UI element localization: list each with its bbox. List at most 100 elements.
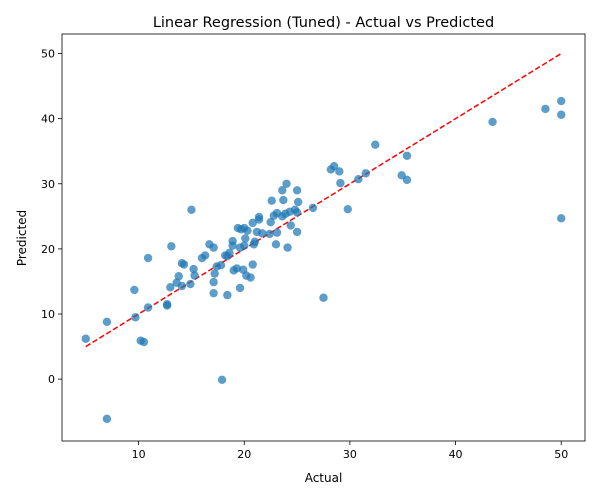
- data-point: [102, 414, 112, 424]
- data-point: [278, 186, 287, 195]
- data-point: [139, 337, 149, 347]
- data-point: [283, 243, 292, 252]
- data-point: [371, 140, 380, 149]
- y-tick: 20: [41, 243, 62, 256]
- data-point: [209, 243, 218, 252]
- y-tick-label: 50: [41, 48, 55, 61]
- data-point: [282, 179, 291, 188]
- data-point: [557, 110, 566, 119]
- data-point: [174, 272, 183, 281]
- data-point: [162, 301, 172, 310]
- data-point: [293, 197, 303, 207]
- chart-title: Linear Regression (Tuned) - Actual vs Pr…: [153, 15, 494, 31]
- data-point: [167, 242, 176, 251]
- x-tick-label: 30: [343, 448, 357, 461]
- data-point: [225, 248, 234, 258]
- data-point: [343, 204, 353, 214]
- data-point: [186, 279, 195, 289]
- data-point: [557, 214, 566, 223]
- data-point: [402, 175, 412, 185]
- data-point: [143, 303, 153, 312]
- y-tick-label: 40: [41, 113, 55, 126]
- data-point: [319, 293, 328, 302]
- data-point: [267, 196, 276, 205]
- data-point: [286, 221, 295, 230]
- data-point: [292, 227, 302, 237]
- data-point: [235, 283, 245, 293]
- data-point: [557, 96, 566, 106]
- data-point: [335, 167, 344, 176]
- y-tick-label: 30: [41, 178, 55, 191]
- data-point: [329, 161, 339, 171]
- axis-ticks: 10 20 30 40 50 0 10 20 30 40 50: [41, 48, 568, 461]
- data-point: [266, 217, 275, 227]
- data-point: [248, 260, 257, 269]
- y-tick-label: 10: [41, 308, 55, 321]
- y-tick: 40: [41, 113, 62, 126]
- data-point: [232, 264, 242, 273]
- data-point: [216, 260, 226, 270]
- x-tick: 20: [237, 441, 251, 461]
- data-point: [308, 203, 318, 213]
- x-tick: 30: [343, 441, 357, 461]
- data-point: [336, 178, 345, 188]
- data-point: [179, 260, 189, 269]
- data-point: [210, 269, 219, 278]
- data-point: [265, 229, 274, 239]
- data-point: [223, 290, 232, 300]
- data-point: [248, 218, 257, 228]
- x-tick-label: 50: [554, 448, 568, 461]
- data-point: [243, 226, 252, 235]
- data-point: [240, 241, 249, 250]
- y-tick: 30: [41, 178, 62, 191]
- y-tick: 50: [41, 48, 62, 61]
- x-tick: 10: [132, 441, 146, 461]
- data-point: [143, 253, 153, 263]
- data-point: [258, 229, 267, 238]
- data-point: [488, 117, 497, 127]
- data-point: [189, 264, 198, 274]
- y-tick-label: 20: [41, 243, 55, 256]
- data-point: [200, 251, 210, 260]
- x-tick-label: 20: [237, 448, 251, 461]
- data-point: [354, 175, 363, 184]
- data-point: [541, 104, 550, 114]
- data-point: [271, 240, 281, 249]
- y-tick: 0: [48, 373, 62, 386]
- data-point: [209, 288, 218, 298]
- data-point: [292, 208, 302, 217]
- data-point: [131, 313, 140, 322]
- x-tick-label: 10: [132, 448, 146, 461]
- data-point: [81, 334, 90, 343]
- scatter-points: [81, 96, 566, 424]
- data-point: [272, 228, 282, 237]
- y-tick-label: 0: [48, 373, 55, 386]
- data-point: [402, 151, 412, 160]
- data-point: [250, 237, 260, 246]
- data-point: [254, 212, 264, 222]
- x-tick-label: 40: [449, 448, 463, 461]
- plot-frame: [61, 33, 586, 442]
- data-point: [130, 285, 139, 295]
- data-point: [187, 205, 196, 215]
- data-point: [241, 234, 250, 243]
- data-point: [177, 281, 187, 291]
- x-axis-label: Actual: [305, 471, 343, 485]
- x-tick: 50: [554, 441, 568, 461]
- ideal-fit-line: [85, 52, 562, 348]
- data-point: [102, 317, 112, 327]
- data-point: [190, 271, 199, 280]
- data-point: [217, 375, 227, 384]
- reference-line-group: [85, 52, 562, 348]
- data-point: [292, 186, 302, 195]
- data-point: [361, 169, 370, 178]
- data-point: [209, 277, 218, 287]
- y-axis-label: Predicted: [15, 210, 29, 266]
- data-point: [166, 283, 175, 292]
- data-point: [228, 236, 237, 246]
- x-tick: 40: [449, 441, 463, 461]
- data-point: [246, 273, 255, 282]
- data-point: [279, 195, 288, 205]
